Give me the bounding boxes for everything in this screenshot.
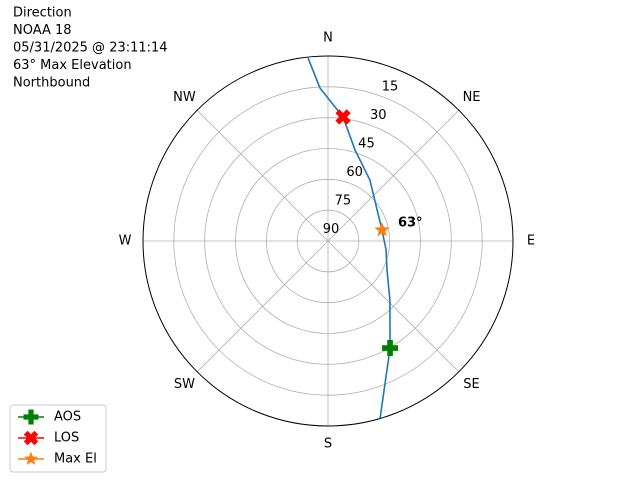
legend-marker xyxy=(23,430,39,446)
title-line: 63° Max Elevation xyxy=(13,58,132,73)
r-tick-label: 60 xyxy=(346,165,363,180)
legend-label: AOS xyxy=(54,410,81,425)
theta-tick-label: SW xyxy=(174,377,195,392)
theta-tick-label: NE xyxy=(463,90,481,105)
grid-spoke xyxy=(327,109,460,242)
legend-box xyxy=(9,404,107,473)
theta-tick-label: NW xyxy=(173,90,196,105)
legend: AOS LOS Max El xyxy=(9,404,107,473)
legend-marker xyxy=(23,451,39,466)
title-line: 05/31/2025 @ 23:11:14 xyxy=(13,41,168,56)
legend-label: Max El xyxy=(54,452,97,467)
theta-tick-label: SE xyxy=(463,377,479,392)
r-tick-label: 90 xyxy=(323,222,340,237)
theta-tick-label: N xyxy=(323,31,333,46)
legend-label: LOS xyxy=(54,431,79,446)
grid-spoke xyxy=(196,109,329,242)
annotation: 63° xyxy=(398,216,423,231)
r-tick-label: 15 xyxy=(382,80,399,95)
legend-marker xyxy=(23,409,39,425)
title-line: Northbound xyxy=(13,76,90,91)
r-tick-label: 75 xyxy=(335,194,352,209)
marker-x xyxy=(335,109,351,125)
theta-tick-label: W xyxy=(119,234,132,249)
title-line: NOAA 18 xyxy=(13,23,72,38)
theta-tick-label: S xyxy=(324,437,332,452)
outer-ring xyxy=(142,55,514,427)
grid-spoke xyxy=(327,240,460,373)
marker-star xyxy=(374,222,390,237)
marker-plus xyxy=(382,340,399,357)
theta-tick-label: E xyxy=(527,234,535,249)
r-tick-label: 45 xyxy=(358,137,375,152)
title-line: Direction xyxy=(13,6,72,21)
r-tick-label: 30 xyxy=(370,108,387,123)
grid-spoke xyxy=(196,240,329,373)
